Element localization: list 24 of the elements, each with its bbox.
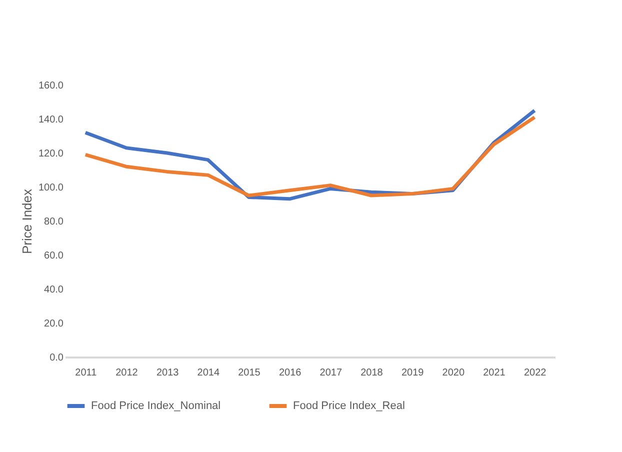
y-tick-label: 40.0 [44,284,64,296]
x-tick-label: 2022 [524,368,547,378]
x-tick-label: 2016 [278,368,302,378]
x-tick-label: 2013 [156,368,180,378]
x-tick-label: 2011 [75,368,98,378]
x-tick-label: 2019 [401,368,424,378]
y-axis-title: Price Index [19,188,34,254]
x-tick-label: 2014 [197,368,220,378]
y-tick-label: 160.0 [38,80,64,92]
legend-label: Food Price Index_Nominal [91,400,221,412]
y-tick-label: 60.0 [44,250,64,262]
y-tick-label: 0.0 [50,352,64,364]
legend-label: Food Price Index_Real [293,400,405,412]
x-tick-label: 2018 [360,368,384,378]
x-tick-label: 2015 [238,368,261,378]
y-tick-label: 120.0 [38,148,64,160]
y-tick-label: 80.0 [44,216,64,228]
x-tick-label: 2012 [116,368,138,378]
y-tick-label: 140.0 [38,114,64,126]
x-tick-label: 2017 [320,368,342,378]
x-tick-label: 2021 [483,368,506,378]
x-tick-label: 2020 [442,368,465,378]
y-tick-label: 20.0 [44,318,64,330]
y-tick-label: 100.0 [38,182,64,194]
